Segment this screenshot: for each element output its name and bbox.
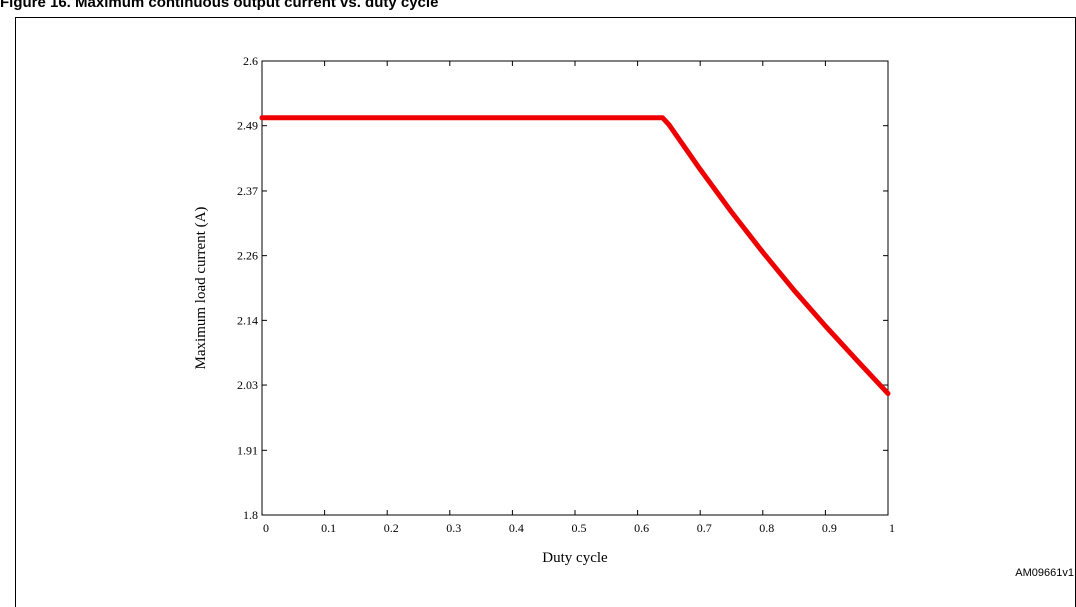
x-tick-label: 0.6 [634,521,649,535]
figure-code: AM09661v1 [1015,567,1074,579]
x-tick-label: 0.8 [759,521,774,535]
y-tick-label: 2.49 [237,119,258,133]
y-tick-label: 2.37 [237,184,258,198]
x-tick-label: 0.1 [321,521,336,535]
y-tick-label: 1.91 [237,443,258,457]
y-axis-label: Maximum load current (A) [193,207,209,370]
y-axis: 1.8 1.91 2.03 2.14 2.26 2.37 2.49 2.6 [237,54,888,522]
x-tick-label: 0.5 [572,521,587,535]
y-tick-label: 2.14 [237,313,258,327]
x-axis: 0 0.1 0.2 0.3 0.4 0.5 0.6 0.7 0.8 0.9 1 [261,61,895,535]
y-tick-label: 2.03 [237,378,258,392]
x-tick-label: 0 [263,521,269,535]
x-tick-label: 0.7 [697,521,712,535]
x-axis-label: Duty cycle [542,550,608,566]
x-tick-label: 0.4 [509,521,524,535]
figure-caption: Figure 16. Maximum continuous output cur… [0,0,439,11]
x-tick-label: 0.2 [384,521,399,535]
series-layer [259,115,891,397]
y-tick-label: 2.26 [237,249,258,263]
x-tick-label: 0.9 [822,521,837,535]
x-tick-label: 0.3 [446,521,461,535]
x-tick-label: 1 [889,521,895,535]
line-chart: 0 0.1 0.2 0.3 0.4 0.5 0.6 0.7 0.8 0.9 1 1.8 1.91 2.0… [193,54,895,566]
series-line [259,115,891,397]
y-tick-label: 1.8 [243,508,258,522]
y-tick-label: 2.6 [243,54,258,68]
